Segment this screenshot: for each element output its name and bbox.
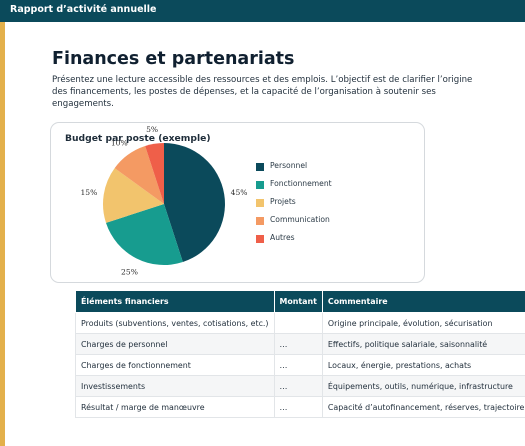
legend-swatch [256,181,264,189]
legend-item: Autres [256,233,376,245]
pie-slice-projets [103,168,164,223]
top-header: Rapport d’activité annuelle [0,0,525,22]
table-cell: Résultat / marge de manœuvre [75,396,275,418]
legend-label: Personnel [270,161,308,170]
pie-slice-autres [145,143,164,204]
table-cell: Capacité d’autofinancement, réserves, tr… [321,396,525,418]
page-title: Finances et partenariats [52,49,295,69]
table-row: Charges de personnel … Effectifs, politi… [75,333,525,355]
legend-label: Projets [270,197,296,206]
pie-label-projets: 15% [80,188,97,197]
table-cell: Charges de fonctionnement [75,354,275,376]
table-cell: … [273,396,323,418]
pie-label-communication: 10% [111,139,128,148]
pie-slice-personnel [164,143,225,263]
legend-item: Personnel [256,161,376,173]
chart-title: Budget par poste (exemple) [65,133,211,144]
legend-swatch [256,199,264,207]
table-cell: Origine principale, évolution, sécurisat… [321,312,525,334]
table-cell: Charges de personnel [75,333,275,355]
pie-label-personnel: 45% [231,188,248,197]
table-cell: Effectifs, politique salariale, saisonna… [321,333,525,355]
legend-label: Communication [270,215,330,224]
table-cell: Investissements [75,375,275,397]
table-header-row: Éléments financiers Montant Commentaire [75,290,525,313]
pie-slice-communication [114,145,164,204]
legend-item: Fonctionnement [256,179,376,191]
table-row: Produits (subventions, ventes, cotisatio… [75,312,525,334]
column-header-elements: Éléments financiers [75,290,275,313]
legend-swatch [256,217,264,225]
finance-table: Éléments financiers Montant Commentaire … [75,290,525,418]
pie-slice-fonctionnement [105,204,183,265]
legend-item: Communication [256,215,376,227]
header-title: Rapport d’activité annuelle [10,4,157,15]
table-cell: Équipements, outils, numérique, infrastr… [321,375,525,397]
intro-paragraph: Présentez une lecture accessible des res… [52,75,473,109]
table-row: Charges de fonctionnement … Locaux, éner… [75,354,525,376]
pie-label-autres: 5% [146,125,158,134]
table-cell: Locaux, énergie, prestations, achats [321,354,525,376]
table-cell: Produits (subventions, ventes, cotisatio… [75,312,275,334]
accent-bar [0,0,5,446]
budget-chart-card: 45% 25% 15% 10% 5% Budget par poste (exemple… [50,122,425,283]
table-cell: … [273,354,323,376]
table-cell: … [273,375,323,397]
legend-swatch [256,163,264,171]
legend-label: Autres [270,233,295,242]
column-header-montant: Montant [273,290,323,313]
table-cell [273,312,323,334]
pie-label-fonctionnement: 25% [121,268,138,277]
column-header-commentaire: Commentaire [321,290,525,313]
legend-label: Fonctionnement [270,179,332,188]
table-cell: … [273,333,323,355]
legend-item: Projets [256,197,376,209]
pie-chart: 45% 25% 15% 10% 5% [80,125,248,277]
table-row: Investissements … Équipements, outils, n… [75,375,525,397]
legend-swatch [256,235,264,243]
table-row: Résultat / marge de manœuvre … Capacité … [75,396,525,418]
